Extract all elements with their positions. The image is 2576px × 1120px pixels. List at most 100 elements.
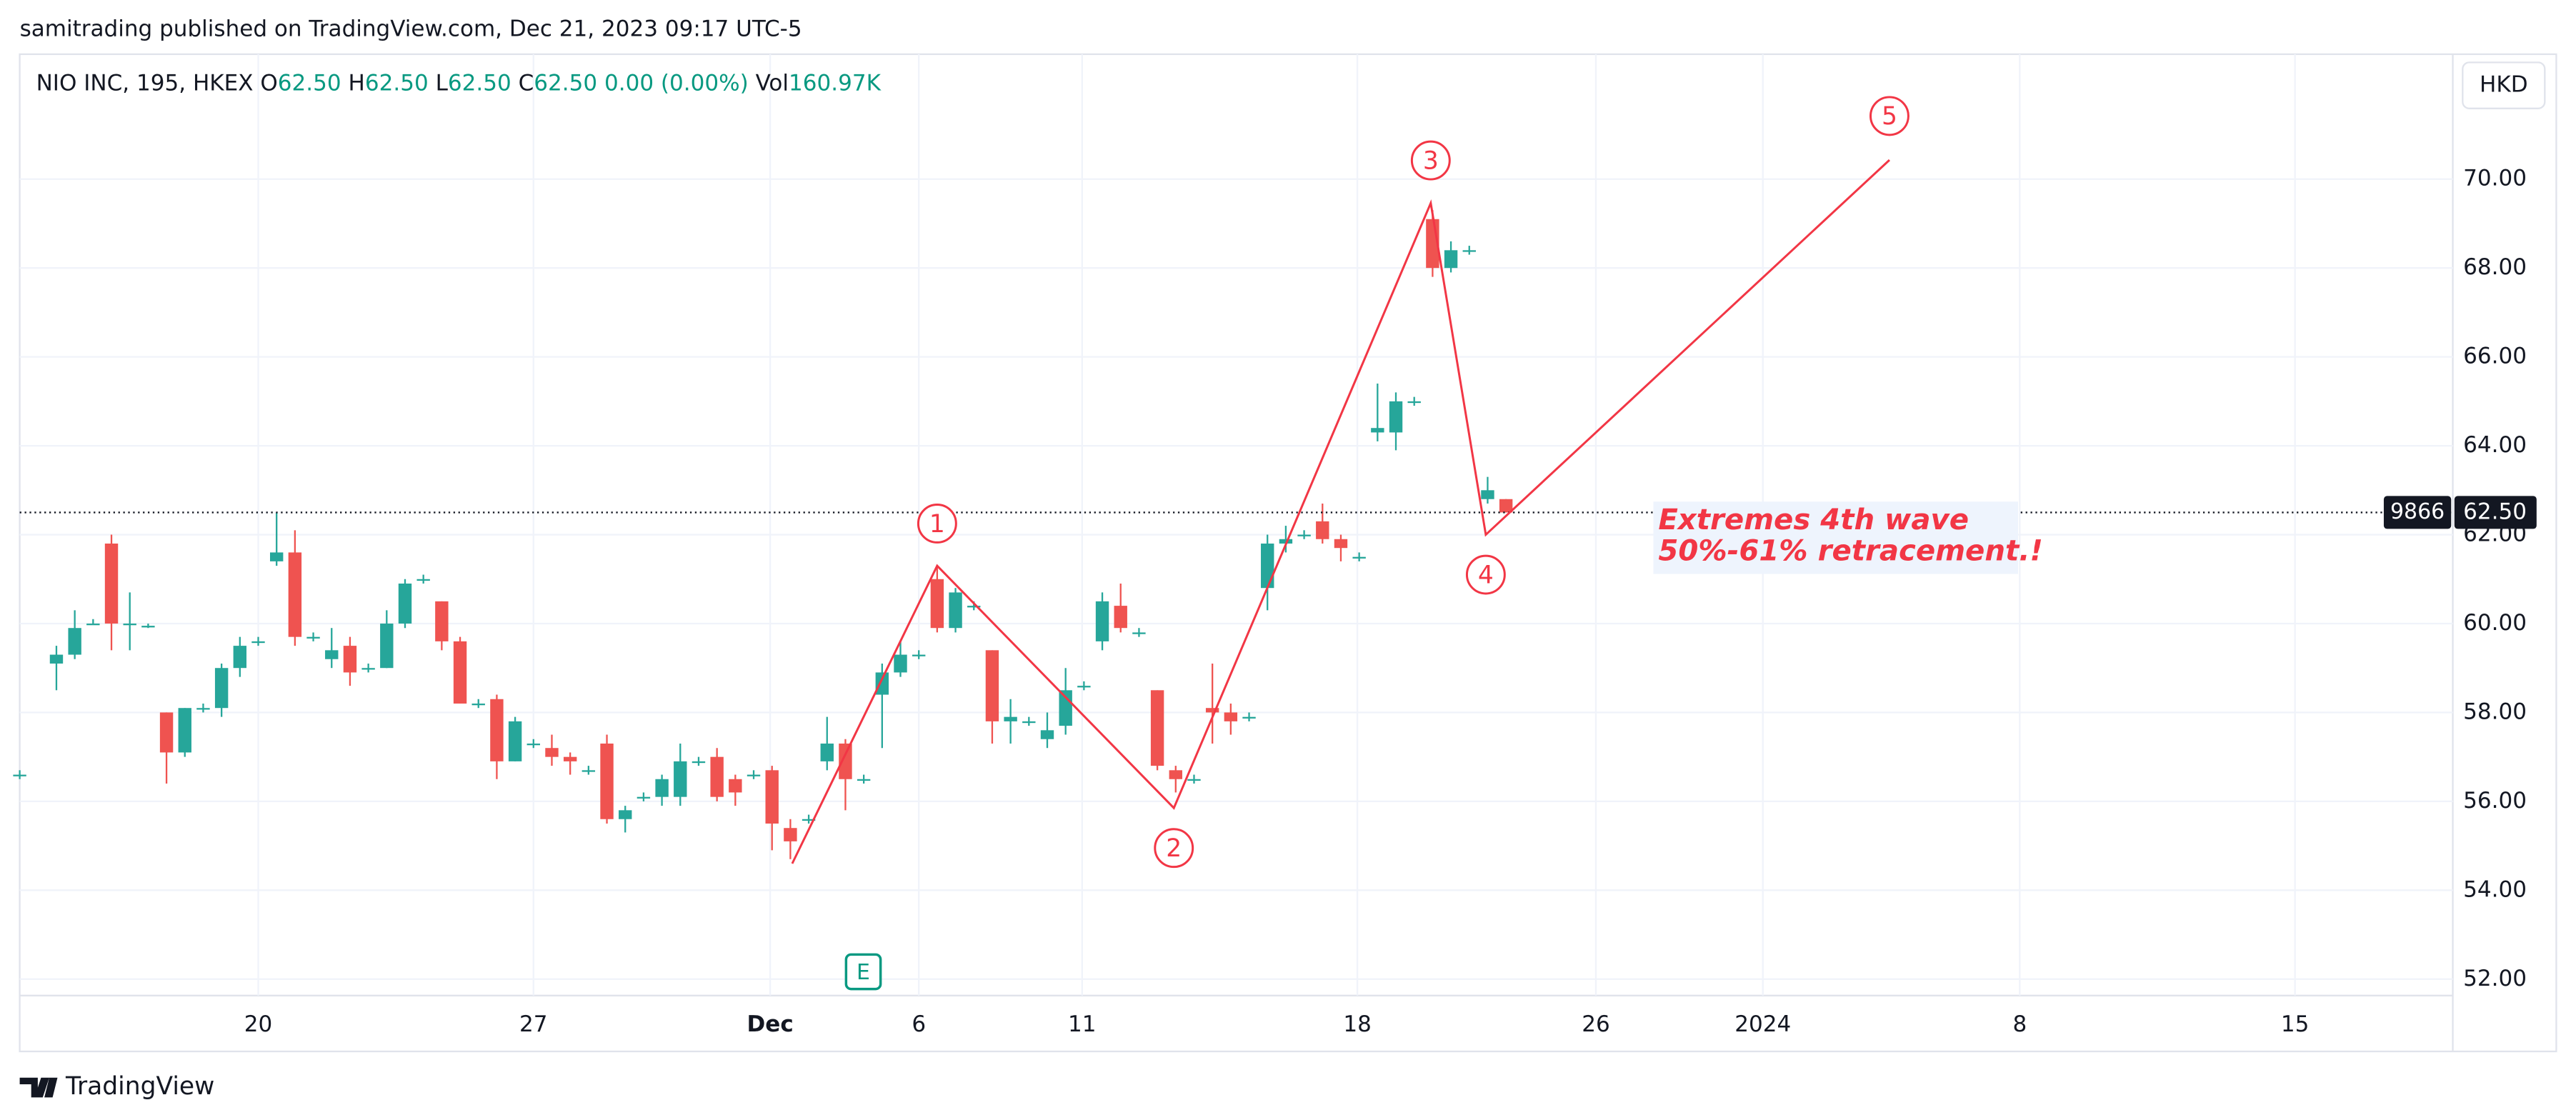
candle-body: [839, 743, 852, 779]
candle-body: [747, 774, 761, 776]
candle-body: [1389, 401, 1403, 433]
candle-body: [636, 796, 651, 799]
candle-body: [967, 606, 981, 608]
x-tick-label: 18: [1343, 1011, 1371, 1037]
x-tick-label: 27: [519, 1011, 547, 1037]
brand-logo: [19, 1077, 58, 1098]
price-tag-box: [2383, 496, 2452, 529]
wave-label-circle: [917, 504, 957, 544]
currency[interactable]: HKD: [2480, 72, 2528, 98]
candle-body: [1316, 521, 1329, 539]
candle-body: [251, 641, 265, 644]
candle-body: [857, 779, 871, 781]
candle-body: [1352, 556, 1366, 559]
candle-body: [306, 636, 320, 639]
candle-body: [655, 779, 669, 797]
candle-body: [325, 650, 339, 659]
wave-label: 5: [1882, 102, 1897, 131]
candle-body: [526, 743, 540, 746]
candle-body: [692, 761, 706, 764]
candle-body: [104, 543, 119, 624]
price-label: 62.50: [2463, 499, 2527, 524]
x-tick-label: 8: [2012, 1011, 2027, 1037]
y-tick-label: 54.00: [2463, 876, 2527, 902]
candle-body: [1095, 601, 1109, 641]
candle-body: [1407, 401, 1421, 404]
high: 62.50: [365, 70, 429, 96]
low: 62.50: [448, 70, 511, 96]
candle-body: [1205, 708, 1219, 713]
annotation-box: [1653, 501, 2018, 574]
candle-body: [1169, 770, 1182, 779]
candle-body: [1187, 779, 1201, 781]
candle-body: [1462, 250, 1476, 252]
y-tick-label: 68.00: [2463, 254, 2527, 280]
candle-body: [1132, 632, 1146, 634]
candle-body: [49, 654, 64, 664]
candle-body: [545, 748, 559, 757]
wave-label: 2: [1166, 834, 1182, 863]
candle-body: [1279, 539, 1293, 544]
marks: [13, 159, 2453, 864]
candle-body: [398, 583, 412, 624]
symbol: NIO INC, 195, HKEX: [36, 70, 254, 96]
candle-body: [600, 743, 614, 819]
candle-body: [1150, 690, 1164, 766]
currency-box[interactable]: [2462, 61, 2546, 109]
candle-body: [490, 699, 504, 761]
candle-body: [765, 770, 779, 824]
candle-body: [1261, 543, 1274, 589]
close: 62.50: [534, 70, 597, 96]
change: 0.00 (0.00%): [604, 70, 749, 96]
x-tick-label: 6: [912, 1011, 926, 1037]
candle-body: [361, 668, 375, 670]
candle-body: [1242, 716, 1256, 719]
candle-body: [1040, 730, 1054, 739]
candle-body: [1499, 499, 1513, 513]
annotation-text: Extremes 4th wave: [1658, 504, 1969, 536]
volume: 160.97K: [789, 70, 882, 96]
published-note: samitrading published on TradingView.com…: [20, 16, 802, 41]
x-tick-label: 11: [1068, 1011, 1096, 1037]
candle-body: [1114, 606, 1127, 629]
candle-body: [563, 756, 577, 761]
open: 62.50: [278, 70, 341, 96]
candle-body: [949, 592, 962, 629]
brand-name: TradingView: [65, 1072, 214, 1101]
candle-body: [710, 756, 724, 797]
earnings-box[interactable]: [844, 953, 882, 991]
candle-body: [1481, 490, 1494, 499]
candle-body: [729, 779, 742, 793]
candle-body: [508, 721, 522, 761]
candle-body: [159, 712, 174, 753]
candle-body: [178, 708, 191, 753]
wave-line: [791, 159, 1890, 864]
candle-body: [930, 579, 944, 629]
earnings-label[interactable]: E: [857, 960, 870, 985]
candle-body: [123, 623, 136, 626]
y-tick-label: 52.00: [2463, 966, 2527, 991]
wave-label-circle: [1869, 96, 1909, 136]
grid: [19, 54, 2453, 996]
wave-label-circle: [1410, 140, 1451, 181]
candle-body: [214, 668, 229, 709]
x-tick-label: 20: [244, 1011, 272, 1037]
candle-body: [1297, 534, 1311, 536]
candle-body: [581, 770, 596, 772]
candle-body: [1059, 690, 1072, 726]
candle-body: [1004, 716, 1017, 721]
earnings-marker[interactable]: E: [844, 953, 882, 991]
x-tick-label: 2024: [1734, 1011, 1791, 1037]
candle-body: [380, 623, 394, 669]
y-tick-label: 58.00: [2463, 699, 2527, 724]
candle-body: [196, 708, 210, 710]
x-tick-label: 26: [1582, 1011, 1609, 1037]
candle-body: [1077, 686, 1091, 688]
candle-body: [416, 579, 430, 581]
candle-body: [343, 646, 357, 673]
l-label: L: [436, 70, 449, 96]
candle-body: [68, 628, 81, 655]
candle-body: [985, 650, 999, 721]
wave-label: 4: [1478, 561, 1494, 589]
